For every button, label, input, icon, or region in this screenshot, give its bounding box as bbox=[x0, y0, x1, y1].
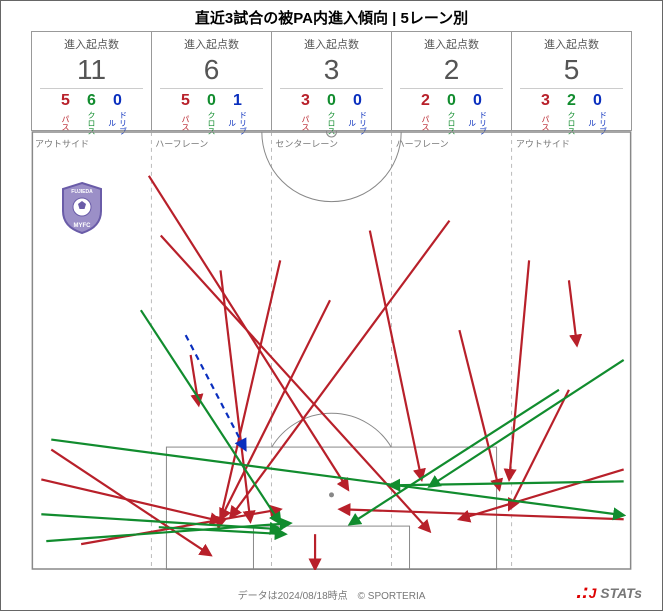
cross-count: 6 bbox=[87, 93, 96, 109]
lane-stat-total: 5 bbox=[520, 54, 623, 89]
svg-text:MYFC: MYFC bbox=[74, 223, 92, 229]
svg-text:FUJIEDA: FUJIEDA bbox=[71, 189, 93, 195]
dribble-count: 0 bbox=[113, 93, 122, 109]
chart-container: 直近3試合の被PA内進入傾向 | 5レーン別 進入起点数115パス6クロス0ドリ… bbox=[0, 0, 663, 611]
dribble-count: 0 bbox=[593, 93, 602, 109]
lane-stat-box: 進入起点数65パス0クロス1ドリブル bbox=[152, 31, 272, 131]
pass-count: 5 bbox=[61, 93, 70, 109]
dribble-count: 0 bbox=[473, 93, 482, 109]
cross-count: 2 bbox=[567, 93, 576, 109]
lane-stat-total: 11 bbox=[40, 54, 143, 89]
pitch-diagram bbox=[31, 131, 632, 570]
lane-stat-total: 2 bbox=[400, 54, 503, 89]
lane-stat-label: 進入起点数 bbox=[514, 36, 629, 52]
lane-stat-label: 進入起点数 bbox=[154, 36, 269, 52]
footer-text: データは2024/08/18時点 © SPORTERIA bbox=[238, 591, 426, 602]
lane-stat-label: 進入起点数 bbox=[34, 36, 149, 52]
cross-count: 0 bbox=[327, 93, 336, 109]
pass-count: 3 bbox=[301, 93, 310, 109]
lane-stat-box: 進入起点数53パス2クロス0ドリブル bbox=[512, 31, 632, 131]
dribble-count: 0 bbox=[353, 93, 362, 109]
footer: データは2024/08/18時点 © SPORTERIA .:J STATs bbox=[1, 587, 662, 602]
lane-stat-label: 進入起点数 bbox=[394, 36, 509, 52]
chart-title: 直近3試合の被PA内進入傾向 | 5レーン別 bbox=[1, 1, 662, 32]
lane-stat-total: 3 bbox=[280, 54, 383, 89]
pass-count: 2 bbox=[421, 93, 430, 109]
jstats-logo: .:J STATs bbox=[576, 581, 642, 604]
lane-stat-total: 6 bbox=[160, 54, 263, 89]
lane-stats-row: 進入起点数115パス6クロス0ドリブル進入起点数65パス0クロス1ドリブル進入起… bbox=[31, 31, 632, 131]
lane-stat-box: 進入起点数115パス6クロス0ドリブル bbox=[31, 31, 152, 131]
lane-stat-box: 進入起点数22パス0クロス0ドリブル bbox=[392, 31, 512, 131]
dribble-count: 1 bbox=[233, 93, 242, 109]
lane-stat-label: 進入起点数 bbox=[274, 36, 389, 52]
cross-count: 0 bbox=[207, 93, 216, 109]
lane-stat-box: 進入起点数33パス0クロス0ドリブル bbox=[272, 31, 392, 131]
cross-count: 0 bbox=[447, 93, 456, 109]
pass-count: 5 bbox=[181, 93, 190, 109]
team-crest: FUJIEDA MYFC bbox=[59, 181, 105, 235]
pass-count: 3 bbox=[541, 93, 550, 109]
